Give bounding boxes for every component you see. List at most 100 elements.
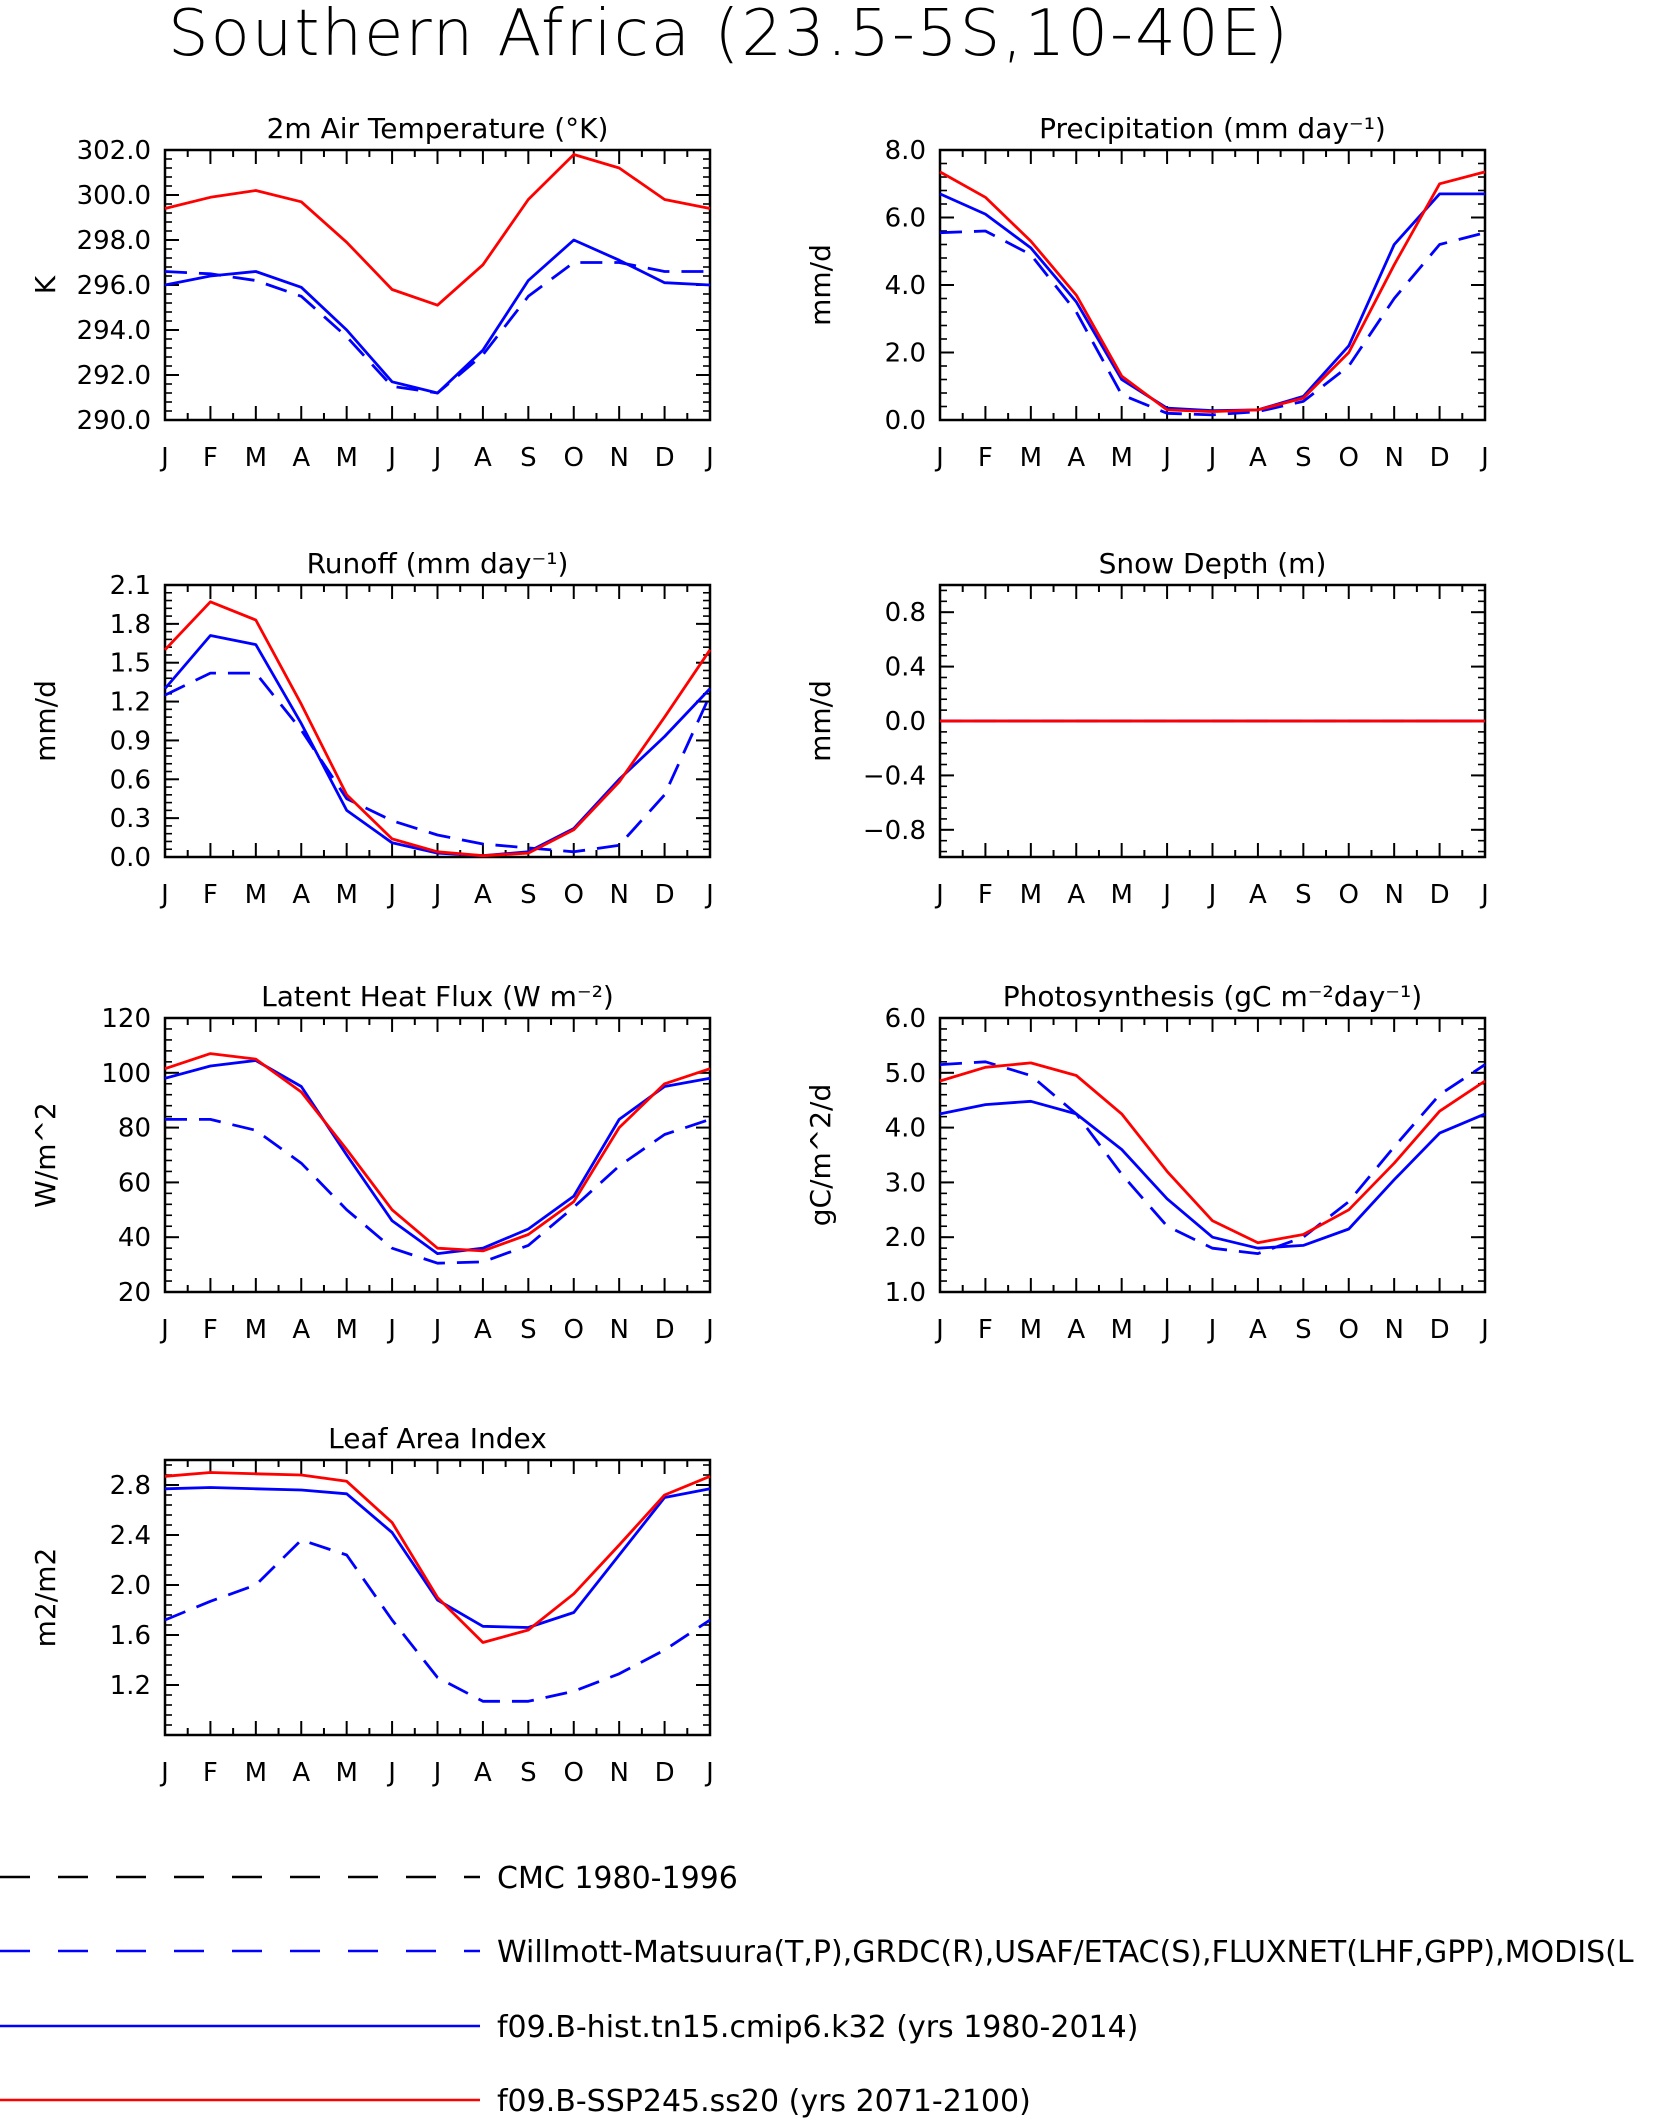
y-tick-label: 6.0: [885, 204, 926, 234]
x-tick-label: J: [704, 1758, 714, 1788]
legend-label: f09.B-SSP245.ss20 (yrs 2071-2100): [497, 2084, 1031, 2119]
y-tick-label: 0.9: [110, 726, 151, 756]
x-tick-label: M: [335, 1315, 357, 1345]
x-tick-label: M: [1020, 880, 1042, 910]
y-tick-label: 1.2: [110, 688, 151, 718]
x-tick-label: D: [655, 1315, 675, 1345]
legend-entry: Willmott-Matsuura(T,P),GRDC(R),USAF/ETAC…: [0, 1935, 1634, 1970]
y-tick-label: 1.5: [110, 649, 151, 679]
panel-2: J F M A M J J A S O N D J0.02.04.06.08.0Precipitatio…: [804, 112, 1489, 473]
x-tick-label: M: [1110, 443, 1132, 473]
x-tick-label: J: [159, 1315, 169, 1345]
x-tick-label: F: [203, 1758, 218, 1788]
series-line: [164, 1471, 711, 1644]
x-tick-label: S: [520, 443, 537, 473]
y-tick-label: 298.0: [77, 226, 151, 256]
x-tick-label: O: [564, 1758, 584, 1788]
series-line: [164, 1052, 711, 1253]
x-tick-label: N: [1384, 443, 1403, 473]
x-tick-label: D: [1430, 1315, 1450, 1345]
x-tick-label: O: [564, 880, 584, 910]
panel-title: Snow Depth (m): [1099, 547, 1327, 580]
x-tick-label: N: [609, 880, 628, 910]
y-tick-label: 120: [101, 1004, 151, 1034]
panel-6: J F M A M J J A S O N D J1.02.03.04.05.06.0Photosynt…: [804, 980, 1489, 1345]
y-tick-label: 294.0: [77, 316, 151, 346]
x-tick-label: J: [159, 880, 169, 910]
y-tick-label: 0.6: [110, 765, 151, 795]
y-tick-label: 4.0: [885, 1114, 926, 1144]
x-tick-label: S: [520, 880, 537, 910]
series-line: [939, 1099, 1486, 1250]
x-tick-label: M: [335, 443, 357, 473]
y-tick-label: 2.0: [885, 1223, 926, 1253]
series-line: [164, 1059, 711, 1255]
panel-3: J F M A M J J A S O N D J0.00.30.60.91.21.51.82.1Run…: [29, 547, 714, 910]
x-tick-label: O: [1339, 443, 1359, 473]
y-axis-label: K: [29, 275, 62, 294]
panel-title: Latent Heat Flux (W m⁻²): [261, 980, 614, 1013]
x-tick-label: J: [159, 1758, 169, 1788]
y-tick-label: 2.4: [110, 1521, 151, 1551]
x-tick-label: N: [1384, 880, 1403, 910]
x-tick-label: M: [1020, 443, 1042, 473]
y-tick-label: −0.8: [863, 816, 926, 846]
series-line: [163, 634, 712, 858]
plot-frame: [163, 583, 712, 859]
y-tick-label: 2.1: [110, 571, 151, 601]
x-tick-label: J: [432, 1315, 442, 1345]
y-tick-label: 20: [118, 1278, 151, 1308]
x-tick-label: J: [1479, 880, 1489, 910]
y-tick-label: 0.0: [110, 843, 151, 873]
x-tick-label: J: [432, 1758, 442, 1788]
series-line: [939, 229, 1486, 417]
x-tick-label: A: [1067, 880, 1085, 910]
y-tick-label: 302.0: [77, 136, 151, 166]
y-tick-label: 0.8: [885, 598, 926, 628]
y-tick-label: 0.3: [110, 804, 151, 834]
y-tick-label: 0.0: [885, 707, 926, 737]
legend-label: CMC 1980-1996: [497, 1861, 738, 1896]
y-axis-label: mm/d: [29, 680, 62, 762]
x-tick-label: J: [1207, 880, 1217, 910]
x-tick-label: J: [934, 1315, 944, 1345]
x-tick-label: J: [934, 880, 944, 910]
x-tick-label: J: [386, 880, 396, 910]
y-tick-label: 2.0: [110, 1571, 151, 1601]
x-tick-label: J: [1479, 1315, 1489, 1345]
y-tick-label: 100: [101, 1059, 151, 1089]
legend-label: f09.B-hist.tn15.cmip6.k32 (yrs 1980-2014…: [497, 2010, 1138, 2045]
x-tick-label: A: [292, 1758, 310, 1788]
x-tick-label: J: [704, 1315, 714, 1345]
x-tick-label: S: [520, 1758, 537, 1788]
x-tick-label: M: [245, 880, 267, 910]
x-tick-label: A: [474, 1758, 492, 1788]
x-tick-label: S: [1295, 880, 1312, 910]
x-tick-label: J: [432, 443, 442, 473]
series-line: [939, 1061, 1486, 1245]
y-tick-label: 290.0: [77, 406, 151, 436]
panel-title: Runoff (mm day⁻¹): [307, 547, 569, 580]
series-line: [164, 1486, 711, 1629]
y-tick-label: 3.0: [885, 1168, 926, 1198]
series-line: [164, 261, 710, 395]
x-tick-label: N: [1384, 1315, 1403, 1345]
x-tick-label: D: [1430, 880, 1450, 910]
x-tick-label: J: [432, 880, 442, 910]
y-tick-label: 0.0: [885, 406, 926, 436]
x-tick-label: M: [335, 880, 357, 910]
x-tick-label: O: [1339, 880, 1359, 910]
x-tick-label: S: [1295, 1315, 1312, 1345]
x-tick-label: J: [1161, 880, 1171, 910]
x-tick-label: J: [1479, 443, 1489, 473]
x-tick-label: A: [474, 1315, 492, 1345]
x-tick-label: M: [335, 1758, 357, 1788]
legend-entry: CMC 1980-1996: [0, 1861, 738, 1896]
y-tick-label: 80: [118, 1114, 151, 1144]
x-tick-label: N: [609, 1315, 628, 1345]
plot-frame: [938, 1016, 1487, 1294]
y-tick-label: 2.0: [885, 339, 926, 369]
y-tick-label: 1.8: [110, 610, 151, 640]
